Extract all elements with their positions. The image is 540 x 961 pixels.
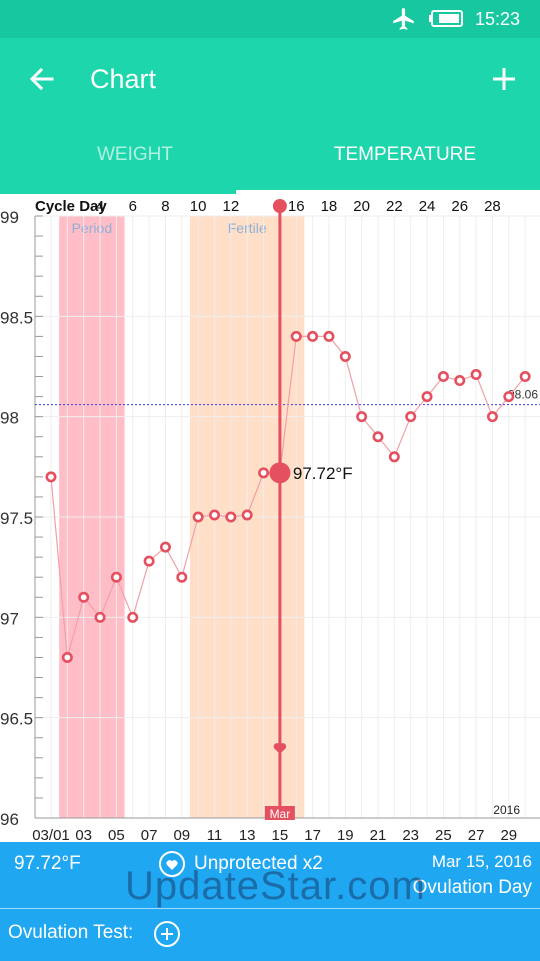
data-point [339,350,351,362]
date-tick: 15 [272,827,289,842]
data-point [159,541,171,553]
cycle-day-tick: 28 [484,198,501,215]
date-tick: 03 [75,827,92,842]
heart-icon [159,851,185,877]
watermark: UpdateStar.com [125,864,426,908]
arrow-left-icon[interactable] [26,63,58,95]
ovulation-test-label: Ovulation Test: [8,922,134,943]
date-tick: 07 [141,827,158,842]
ovulation-marker [272,199,287,213]
cycle-day-tick: 18 [321,198,338,215]
data-point [519,371,531,383]
date-tick: 13 [239,827,256,842]
selected-temperature: 97.72°F [14,853,81,874]
month-tag-label: Mar [270,807,291,821]
y-tick-label: 99 [0,208,19,227]
data-point [241,509,253,521]
data-point [225,511,237,523]
info-bar: 97.72°F Unprotected x2 Mar 15, 2016 Ovul… [0,842,540,908]
year-label: 2016 [493,803,520,817]
data-point [176,571,188,583]
selected-date: Mar 15, 2016 [431,852,532,871]
ovulation-status: Ovulation Day [412,877,532,898]
cycle-day-tick: 4 [96,198,104,215]
intercourse-heart-marker [273,743,287,754]
cycle-day-tick: 12 [223,198,240,215]
data-point [209,509,221,521]
date-tick: 17 [304,827,321,842]
selected-point-label: 97.72°F [293,464,353,483]
temperature-chart[interactable]: Period Fertile9696.59797.59898.59998.06Cy… [0,194,540,842]
cycle-day-tick: 20 [353,198,370,215]
data-point [127,611,139,623]
y-tick-label: 98.5 [0,308,33,327]
tab-temperature[interactable]: TEMPERATURE [333,144,477,165]
y-tick-label: 97 [0,609,19,628]
selected-point [269,462,291,484]
cycle-day-tick: 22 [386,198,403,215]
plus-icon[interactable] [488,63,520,95]
data-point [143,555,155,567]
data-point [323,330,335,342]
data-point [437,371,449,383]
add-circle-icon[interactable] [152,919,182,949]
y-tick-label: 97.5 [0,509,33,528]
date-tick: 23 [402,827,419,842]
data-point [356,411,368,423]
band-label: Period [72,220,112,236]
data-point [110,571,122,583]
tab-weight[interactable]: WEIGHT [97,144,173,165]
tab-indicator [236,190,540,194]
y-tick-label: 96 [0,810,19,829]
app-bar: Chart [0,38,540,124]
date-tick: 19 [337,827,354,842]
data-point [61,651,73,663]
month-tag [264,806,295,820]
data-point [486,411,498,423]
cycle-day-tick: 10 [190,198,207,215]
date-tick: 03/01 [32,827,70,842]
date-tick: 11 [207,827,223,842]
cycle-day-tick: 26 [451,198,468,215]
date-tick: 25 [435,827,452,842]
data-point [388,451,400,463]
data-point [45,471,57,483]
date-tick: 27 [468,827,485,842]
intercourse-status: Unprotected x2 [194,853,323,874]
data-point [290,330,302,342]
page-title: Chart [90,64,157,94]
data-point [470,369,482,381]
cycle-day-tick: 6 [129,198,137,215]
date-tick: 05 [108,827,125,842]
battery-icon [429,10,463,27]
data-point [454,375,466,387]
data-point [372,431,384,443]
tab-bar: WEIGHT TEMPERATURE [0,124,540,194]
data-point [258,467,270,479]
airplane-icon [393,8,414,30]
data-point [94,611,106,623]
date-tick: 29 [500,827,517,842]
y-tick-label: 98 [0,409,19,428]
status-bar: 15:23 [0,0,540,38]
data-point [503,391,515,403]
ovulation-test-bar: Ovulation Test: [0,908,540,961]
y-tick-label: 96.5 [0,710,33,729]
coverline-label: 98.06 [508,388,538,402]
cycle-day-label: Cycle Day [35,198,107,215]
date-tick: 21 [370,827,387,842]
data-point [421,391,433,403]
data-point [78,591,90,603]
data-point [307,330,319,342]
clock: 15:23 [475,9,521,29]
cycle-day-tick: 16 [288,198,305,215]
cycle-day-tick: 24 [419,198,436,215]
cycle-day-tick: 8 [161,198,169,215]
date-tick: 09 [173,827,190,842]
data-point [405,411,417,423]
data-point [192,511,204,523]
